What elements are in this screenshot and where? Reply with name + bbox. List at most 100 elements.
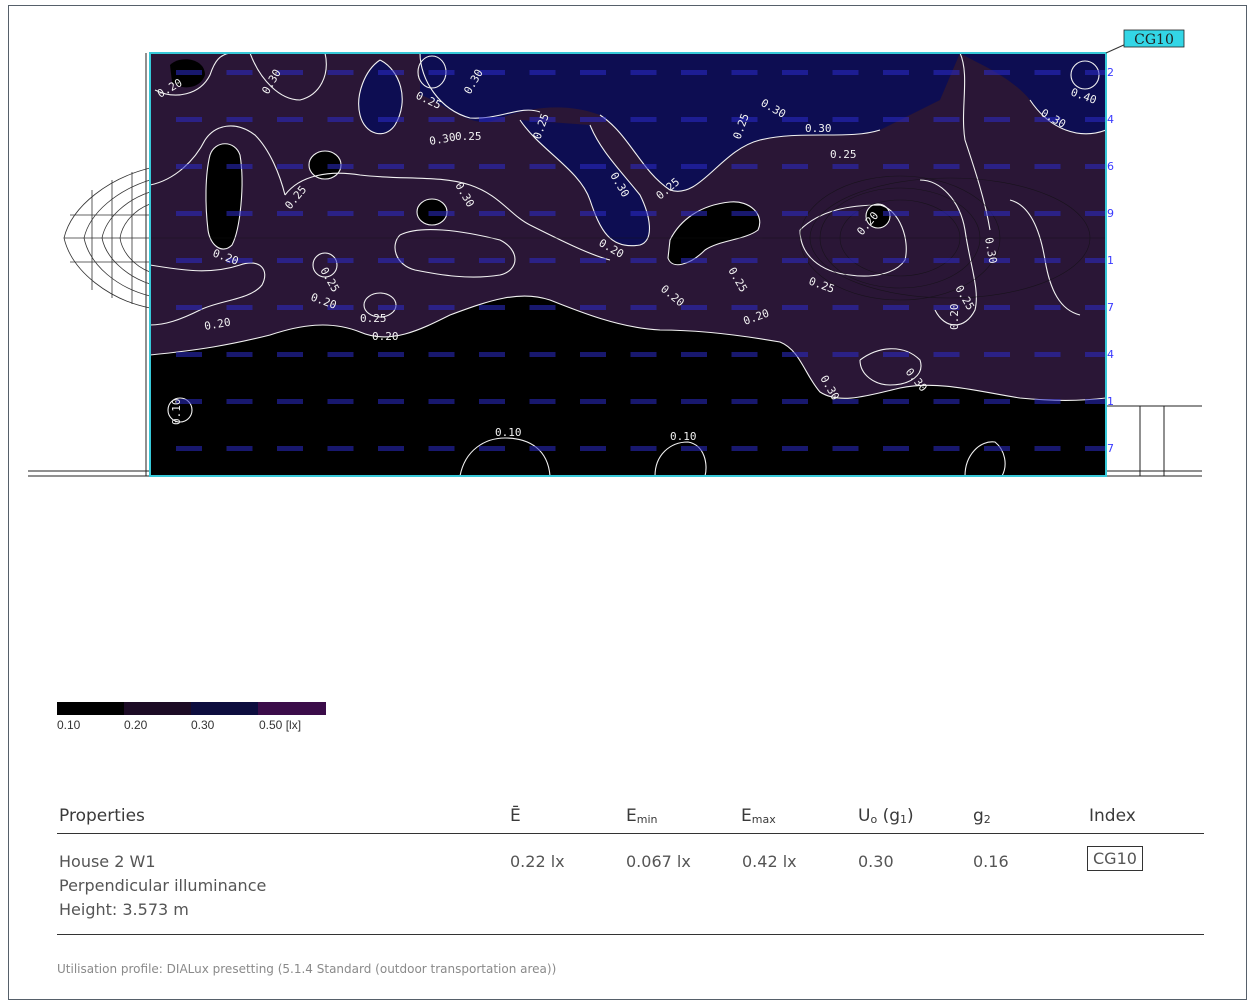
grid-point-2-13 [832, 164, 859, 169]
row-properties: House 2 W1 Perpendicular illuminance Hei… [59, 850, 266, 922]
grid-point-3-14 [883, 211, 909, 216]
row-type: Perpendicular illuminance [59, 876, 267, 895]
grid-point-6-13 [832, 352, 859, 357]
grid-point-4-7 [529, 258, 556, 263]
legend-label-3: 0.30 [191, 718, 215, 732]
grid-point-7-6 [479, 399, 505, 404]
grid-point-0-14 [883, 70, 909, 75]
grid-point-6-1 [226, 352, 253, 357]
grid-point-3-4 [378, 211, 404, 216]
grid-point-7-1 [226, 399, 253, 404]
grid-point-1-7 [529, 117, 556, 122]
grid-point-5-5 [428, 305, 455, 310]
legend-bar [57, 702, 326, 715]
index-tag [1123, 29, 1185, 48]
grid-point-4-15 [933, 258, 960, 263]
contour-label: 0.10 [495, 426, 522, 439]
grid-points [176, 70, 1106, 451]
grid-point-2-16 [984, 164, 1010, 169]
grid-point-3-1 [226, 211, 253, 216]
grid-point-2-5 [428, 164, 455, 169]
grid-point-0-11 [731, 70, 758, 75]
edge-numbers: 2 4 6 9 1 7 4 1 7 [1107, 66, 1114, 455]
grid-point-0-4 [378, 70, 404, 75]
tag-leader-line [1105, 43, 1127, 54]
header-e-max: Emax [741, 806, 776, 826]
grid-point-3-9 [630, 211, 657, 216]
legend-swatch-2 [124, 702, 191, 715]
grid-point-8-0 [176, 446, 202, 451]
contour-label: 0.10 [170, 399, 183, 426]
grid-point-4-8 [580, 258, 606, 263]
contour-label: 0.30 [982, 236, 999, 264]
grid-point-0-5 [428, 70, 455, 75]
grid-point-5-10 [681, 305, 707, 310]
grid-point-4-11 [731, 258, 758, 263]
grid-point-0-7 [529, 70, 556, 75]
grid-point-6-6 [479, 352, 505, 357]
grid-point-7-17 [1034, 399, 1061, 404]
grid-point-6-10 [681, 352, 707, 357]
grid-point-2-8 [580, 164, 606, 169]
grid-point-1-2 [277, 117, 303, 122]
grid-point-4-4 [378, 258, 404, 263]
row-uo: 0.30 [858, 852, 894, 871]
table-bottom-divider [57, 934, 1204, 935]
grid-point-7-14 [883, 399, 909, 404]
grid-point-3-5 [428, 211, 455, 216]
grid-point-2-17 [1034, 164, 1061, 169]
grid-point-2-18 [1085, 164, 1106, 169]
grid-point-2-6 [479, 164, 505, 169]
grid-point-4-13 [832, 258, 859, 263]
contour-label: 0.20 [203, 316, 231, 333]
grid-point-7-18 [1085, 399, 1106, 404]
grid-point-0-9 [630, 70, 657, 75]
grid-point-0-15 [933, 70, 960, 75]
edge-number: 7 [1107, 301, 1114, 314]
grid-point-7-0 [176, 399, 202, 404]
legend-label-1: 0.10 [57, 718, 81, 732]
grid-point-2-11 [731, 164, 758, 169]
grid-point-6-0 [176, 352, 202, 357]
row-name: House 2 W1 [59, 852, 156, 871]
grid-point-8-5 [428, 446, 455, 451]
grid-point-0-2 [277, 70, 303, 75]
grid-point-8-2 [277, 446, 303, 451]
edge-number: 7 [1107, 442, 1114, 455]
grid-point-3-16 [984, 211, 1010, 216]
grid-point-7-7 [529, 399, 556, 404]
grid-point-6-14 [883, 352, 909, 357]
grid-point-6-9 [630, 352, 657, 357]
grid-point-5-7 [529, 305, 556, 310]
grid-point-5-12 [782, 305, 808, 310]
grid-point-0-0 [176, 70, 202, 75]
grid-point-8-12 [782, 446, 808, 451]
grid-point-1-16 [984, 117, 1010, 122]
grid-point-8-17 [1034, 446, 1061, 451]
grid-point-7-8 [580, 399, 606, 404]
grid-point-6-7 [529, 352, 556, 357]
grid-point-7-10 [681, 399, 707, 404]
contour-label: 0.30 [428, 131, 456, 148]
grid-point-2-4 [378, 164, 404, 169]
contour-label: 0.25 [360, 312, 387, 325]
grid-point-0-17 [1034, 70, 1061, 75]
grid-point-5-17 [1034, 305, 1061, 310]
grid-point-5-3 [327, 305, 354, 310]
grid-point-5-0 [176, 305, 202, 310]
legend-swatch-3 [191, 702, 258, 715]
grid-point-3-6 [479, 211, 505, 216]
grid-point-5-16 [984, 305, 1010, 310]
grid-point-4-18 [1085, 258, 1106, 263]
grid-point-2-7 [529, 164, 556, 169]
grid-point-7-3 [327, 399, 354, 404]
grid-point-1-15 [933, 117, 960, 122]
grid-point-3-18 [1085, 211, 1106, 216]
grid-point-7-9 [630, 399, 657, 404]
grid-point-1-14 [883, 117, 909, 122]
grid-point-8-11 [731, 446, 758, 451]
calculation-surface-frame [149, 52, 1107, 477]
grid-point-1-3 [327, 117, 354, 122]
grid-point-8-14 [883, 446, 909, 451]
grid-point-6-2 [277, 352, 303, 357]
